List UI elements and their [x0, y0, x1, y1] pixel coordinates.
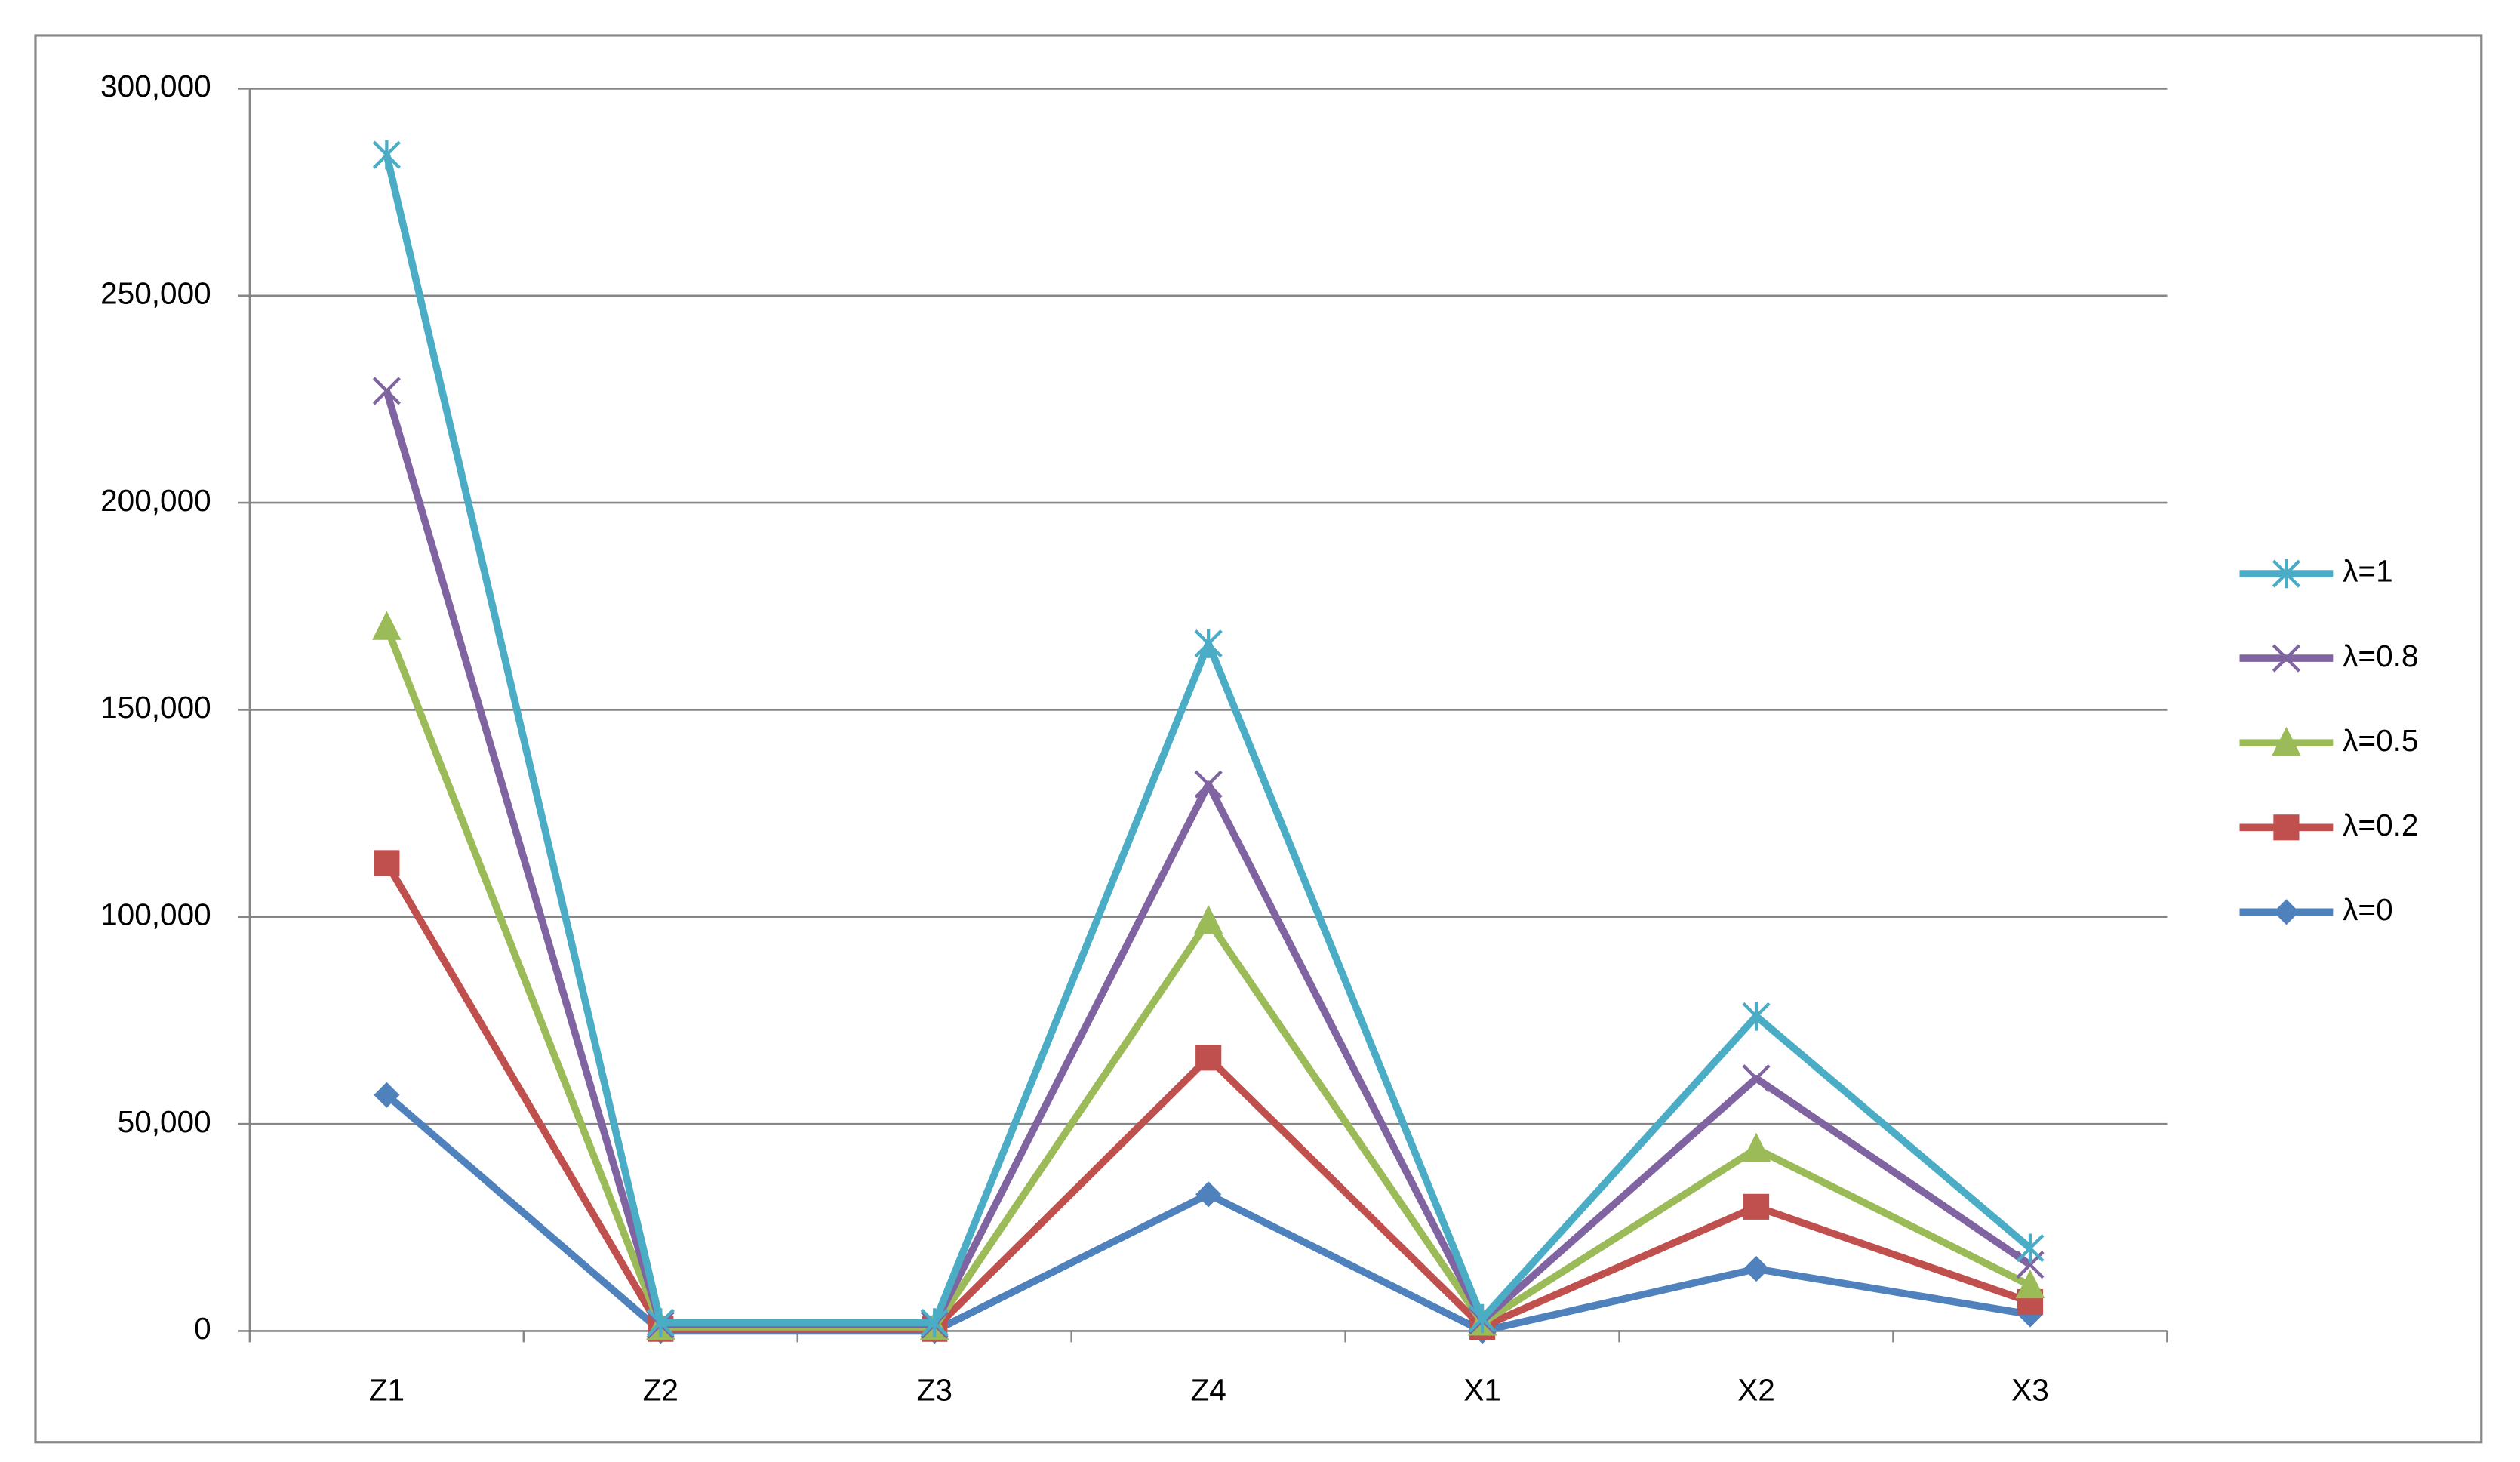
marker [1742, 1064, 1771, 1093]
legend-label: λ=1 [2343, 554, 2393, 589]
x-tick-label: Z4 [1191, 1372, 1226, 1407]
chart-border [34, 34, 2483, 1444]
marker [1194, 770, 1223, 799]
marker [2015, 1269, 2045, 1299]
marker [1741, 1132, 1771, 1162]
marker [1194, 629, 1223, 658]
marker [1195, 1045, 1222, 1071]
y-tick-label: 100,000 [100, 897, 211, 931]
y-tick-label: 250,000 [100, 275, 211, 310]
x-tick-label: X2 [1737, 1372, 1775, 1407]
marker [374, 850, 400, 876]
legend-marker [2272, 726, 2301, 756]
y-tick-label: 150,000 [100, 690, 211, 725]
x-tick-label: Z3 [917, 1372, 952, 1407]
marker [1743, 1193, 1770, 1220]
x-tick-label: Z2 [643, 1372, 678, 1407]
x-tick-label: X1 [1463, 1372, 1501, 1407]
marker [372, 611, 402, 640]
legend-marker [2272, 559, 2301, 589]
legend-label: λ=0.2 [2343, 808, 2418, 842]
marker [372, 140, 401, 170]
marker [1193, 904, 1223, 934]
y-tick-label: 0 [194, 1311, 211, 1346]
legend-marker [2272, 644, 2301, 673]
legend-label: λ=0 [2343, 892, 2393, 927]
x-tick-label: X3 [2011, 1372, 2049, 1407]
marker [1742, 1002, 1771, 1031]
marker [372, 377, 401, 405]
marker [2016, 1233, 2045, 1263]
y-tick-label: 50,000 [118, 1104, 211, 1139]
legend-marker [2273, 899, 2300, 925]
marker [646, 1308, 675, 1337]
marker [1468, 1303, 1497, 1334]
legend-label: λ=0.5 [2343, 723, 2418, 758]
x-tick-label: Z1 [369, 1372, 405, 1407]
legend-marker [2273, 814, 2300, 841]
legend-label: λ=0.8 [2343, 639, 2418, 673]
y-tick-label: 300,000 [100, 69, 211, 103]
marker [920, 1308, 949, 1337]
y-tick-label: 200,000 [100, 483, 211, 518]
